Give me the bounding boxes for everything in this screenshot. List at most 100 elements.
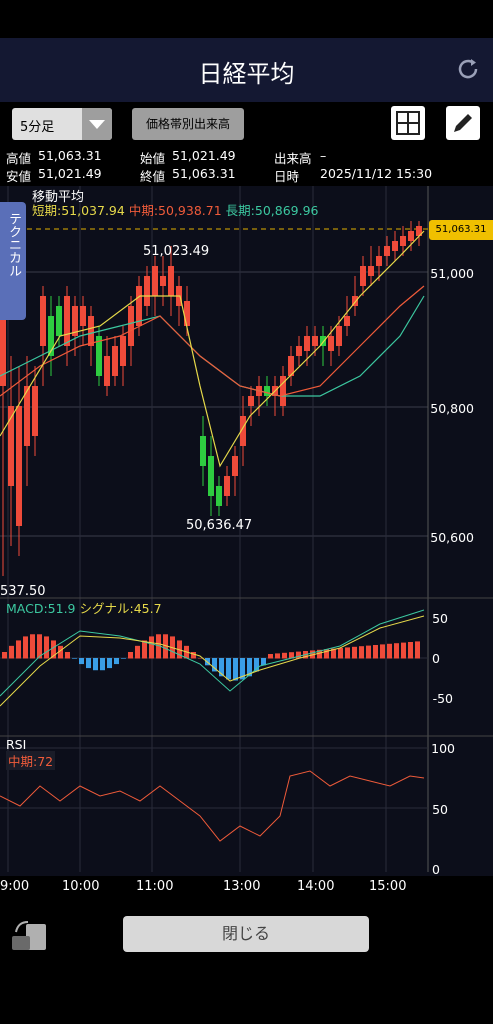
draw-button[interactable] xyxy=(446,106,480,140)
macd-histogram-bar xyxy=(296,651,301,659)
macd-histogram-bar xyxy=(163,634,168,659)
macd-histogram-bar xyxy=(317,649,322,659)
macd-histogram-bar xyxy=(254,658,259,672)
time-tick-0900: 9:00 xyxy=(0,879,30,894)
candle-body xyxy=(328,336,334,351)
grid-button[interactable] xyxy=(391,106,425,140)
candle-body xyxy=(56,306,62,336)
candle-body xyxy=(352,296,358,306)
ma-mid-line xyxy=(0,285,425,397)
rsi-tick-100: 100 xyxy=(431,741,455,756)
candle-body xyxy=(224,476,230,496)
candle-body xyxy=(368,266,374,276)
price-tick-50800: 50,800 xyxy=(430,401,474,416)
time-tick-1400: 14:00 xyxy=(297,879,335,894)
candle-body xyxy=(80,306,86,326)
macd-histogram-bar xyxy=(352,646,357,659)
candle-body xyxy=(288,356,294,376)
candle-body xyxy=(344,316,350,326)
candle-body xyxy=(248,396,254,406)
candle-body xyxy=(40,296,46,346)
candle-body xyxy=(392,241,398,251)
datetime-label: 日時 xyxy=(274,169,300,184)
close-value: 51,063.31 xyxy=(172,166,236,181)
macd-histogram-bar xyxy=(338,648,343,659)
candle-body xyxy=(88,316,94,346)
macd-histogram-bar xyxy=(373,645,378,659)
open-label: 始値 xyxy=(140,151,166,166)
candle-body xyxy=(24,386,30,446)
macd-histogram-bar xyxy=(2,652,7,659)
rsi-label: RSI xyxy=(6,737,27,752)
low-label: 安値 xyxy=(6,169,32,184)
interval-select[interactable]: 5分足 xyxy=(12,108,112,140)
volume-label: 出来高 xyxy=(274,151,312,166)
candle-body xyxy=(208,456,214,496)
macd-line xyxy=(0,609,425,697)
technical-tab[interactable]: テクニカル xyxy=(0,202,26,320)
macd-histogram-bar xyxy=(86,658,91,669)
macd-histogram-bar xyxy=(65,652,70,659)
macd-histogram-bar xyxy=(149,636,154,659)
macd-histogram-bar xyxy=(135,645,140,659)
macd-tick-neg50: -50 xyxy=(432,691,453,706)
macd-histogram-bar xyxy=(415,641,420,659)
candle-body xyxy=(312,336,318,346)
candle-body xyxy=(232,456,238,476)
candle-body xyxy=(152,266,158,296)
macd-histogram-bar xyxy=(191,652,196,659)
chart-toolbar: 5分足 価格帯別出来高 xyxy=(0,102,493,146)
rsi-tick-50: 50 xyxy=(432,802,448,817)
candle-body xyxy=(408,231,414,241)
candle-body xyxy=(336,326,342,346)
high-annotation: 51,023.49 xyxy=(143,244,210,259)
macd-histogram-bar xyxy=(226,658,231,680)
candle-body xyxy=(96,336,102,376)
candle-body xyxy=(160,276,166,286)
candle-body xyxy=(48,316,54,356)
macd-histogram-bar xyxy=(198,658,203,659)
candle-body xyxy=(320,336,326,346)
low-annotation: 50,636.47 xyxy=(186,518,253,533)
macd-histogram-bar xyxy=(23,636,28,659)
macd-histogram-bar xyxy=(380,644,385,659)
technical-tab-label: テクニカル xyxy=(6,212,21,277)
ma-mid: 中期:50,938.71 xyxy=(128,203,222,218)
candle-body xyxy=(216,486,222,506)
macd-histogram-bar xyxy=(128,652,133,659)
candle-body xyxy=(104,356,110,386)
datetime-value: 2025/11/12 15:30 xyxy=(320,166,433,181)
candle-body xyxy=(112,346,118,376)
macd-signal: シグナル:45.7 xyxy=(79,601,162,616)
macd-histogram-bar xyxy=(107,658,112,669)
macd-histogram-bar xyxy=(408,642,413,659)
refresh-icon[interactable] xyxy=(455,56,481,82)
candle-body xyxy=(168,266,174,296)
macd-histogram-bar xyxy=(387,643,392,659)
macd-histogram-bar xyxy=(114,658,119,665)
macd-histogram-bar xyxy=(345,647,350,659)
macd-histogram-bar xyxy=(261,658,266,666)
macd-histogram-bar xyxy=(16,640,21,659)
candle-body xyxy=(304,336,310,351)
macd-histogram-bar xyxy=(58,645,63,659)
candle-body xyxy=(32,386,38,436)
time-tick-1100: 11:00 xyxy=(136,879,174,894)
candle-body xyxy=(360,266,366,286)
quote-info: 高値 51,063.31 安値 51,021.49 始値 51,021.49 終… xyxy=(0,146,493,186)
chart-area[interactable] xyxy=(0,186,493,876)
macd-histogram-bar xyxy=(394,643,399,659)
macd-histogram-bar xyxy=(233,658,238,681)
macd-tick-0: 0 xyxy=(432,651,440,666)
candle-body xyxy=(416,226,422,236)
ma-values: 短期:51,037.94 中期:50,938.71 長期:50,869.96 xyxy=(32,200,319,219)
interval-value: 5分足 xyxy=(20,120,55,135)
macd-histogram-bar xyxy=(156,634,161,659)
candle-body xyxy=(0,296,6,386)
volume-by-price-button[interactable]: 価格帯別出来高 xyxy=(132,108,244,140)
close-button[interactable]: 閉じる xyxy=(123,916,369,952)
rotate-icon[interactable] xyxy=(10,918,48,952)
left-annotation: 537.50 xyxy=(0,584,46,599)
candle-body xyxy=(128,306,134,346)
macd-value: MACD:51.9 xyxy=(6,601,76,616)
